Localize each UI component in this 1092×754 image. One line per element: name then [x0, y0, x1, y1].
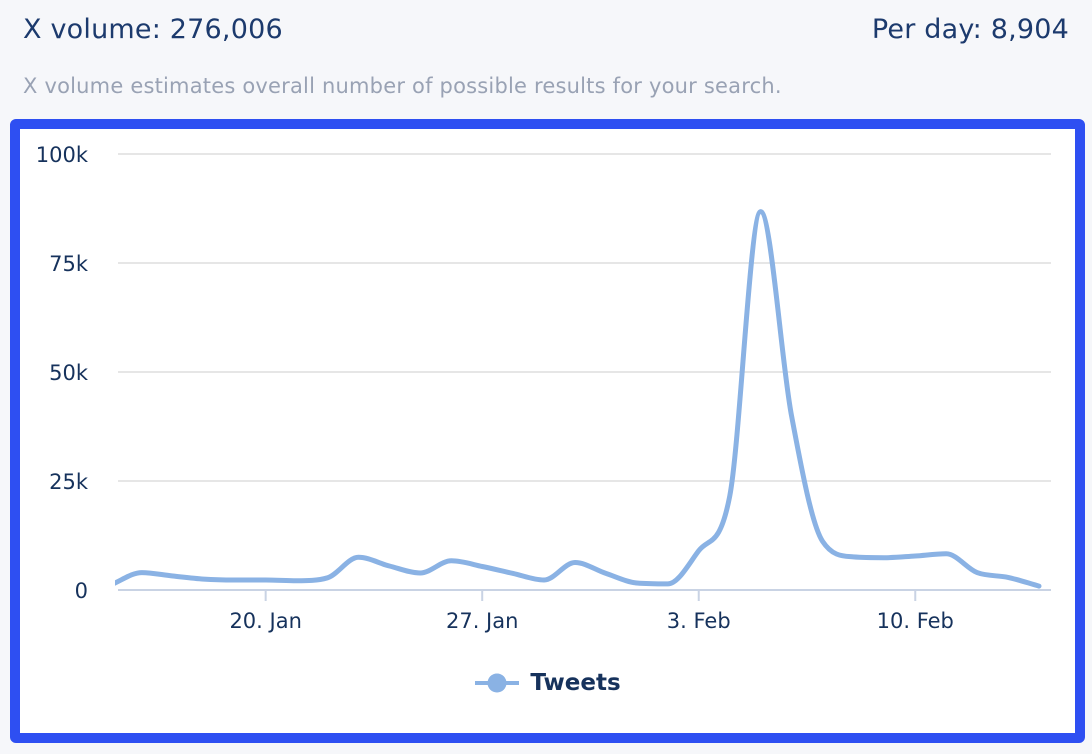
x-axis-label: 3. Feb: [667, 609, 731, 633]
per-day-value: 8,904: [990, 14, 1069, 45]
x-volume-label: X volume:: [23, 14, 161, 45]
y-axis-label: 50k: [49, 361, 89, 385]
x-volume-stat: X volume: 276,006: [23, 14, 283, 45]
per-day-label: Per day:: [871, 14, 982, 45]
x-axis-label: 27. Jan: [446, 609, 518, 633]
y-axis-label: 0: [75, 579, 88, 603]
y-axis-label: 100k: [36, 143, 89, 167]
x-volume-value: 276,006: [169, 14, 283, 45]
tweets-volume-chart[interactable]: 0 25k 50k 75k 100k 20. Jan 27. Jan 3. Feb 10. Fe…: [20, 129, 1075, 733]
stats-header: X volume: 276,006 Per day: 8,904: [23, 14, 1069, 45]
x-axis-label: 10. Feb: [877, 609, 954, 633]
chart-card: 0 25k 50k 75k 100k 20. Jan 27. Jan 3. Feb 10. Fe…: [10, 119, 1085, 743]
chart-legend: Tweets: [20, 670, 1075, 696]
legend-item-tweets[interactable]: Tweets: [474, 670, 621, 696]
y-axis-label: 25k: [49, 470, 89, 494]
y-axis-label: 75k: [49, 252, 89, 276]
series-line-marker-icon: [475, 673, 520, 693]
legend-label: Tweets: [530, 670, 621, 696]
tweets-series-line[interactable]: [111, 209, 1042, 589]
per-day-stat: Per day: 8,904: [872, 14, 1069, 45]
x-axis-label: 20. Jan: [229, 609, 301, 633]
chart-description: X volume estimates overall number of pos…: [23, 74, 782, 98]
